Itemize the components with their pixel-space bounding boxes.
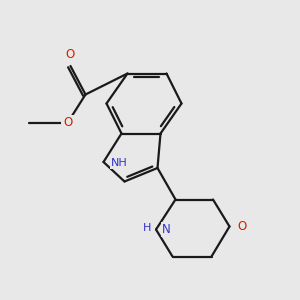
Text: O: O [66,49,75,62]
Text: O: O [63,116,72,130]
Text: NH: NH [111,158,128,169]
Text: N: N [161,223,170,236]
Text: H: H [143,223,152,233]
Text: O: O [63,116,72,130]
Text: O: O [237,220,246,233]
